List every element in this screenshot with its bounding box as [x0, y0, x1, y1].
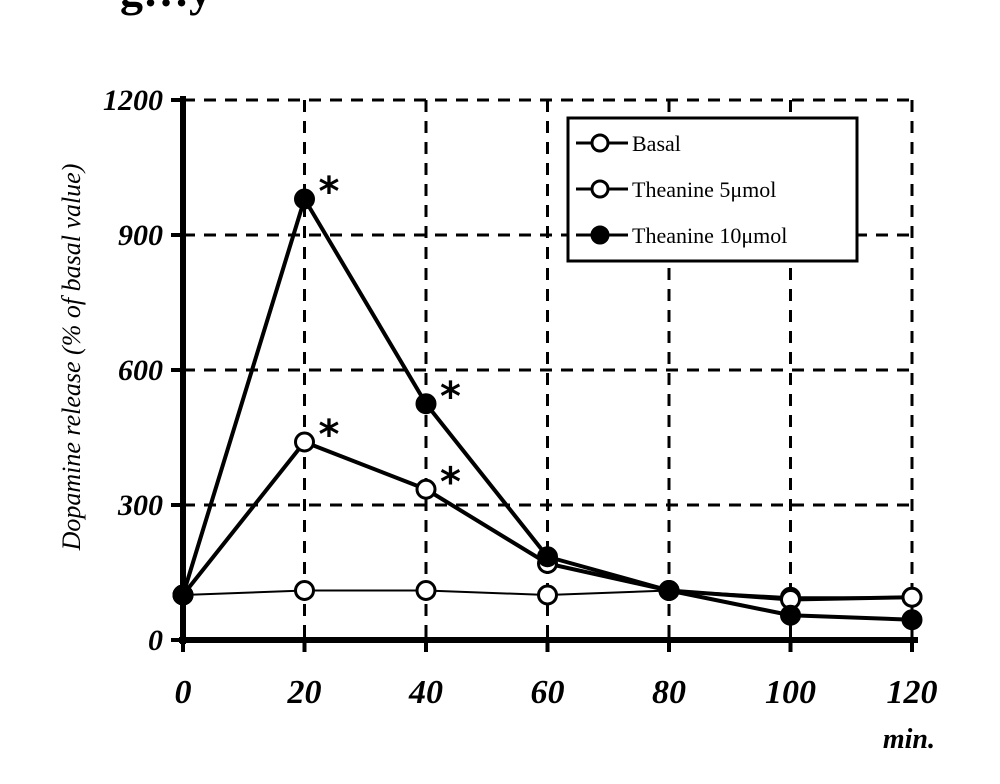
data-point-1-40 — [415, 478, 437, 500]
data-point-1-120 — [901, 586, 923, 608]
x-tick-label: 20 — [287, 674, 322, 711]
data-point-0-60 — [537, 584, 558, 606]
legend-label-2: Theanine 10μmol — [632, 223, 787, 248]
data-point-2-100 — [780, 604, 801, 626]
clipped-heading: g…y — [120, 0, 212, 16]
axes: 0 300 600 900 1200 0 20 40 60 80 100 120 — [103, 84, 938, 711]
x-tick-label: 40 — [408, 674, 443, 711]
x-tick-label: 80 — [652, 674, 686, 711]
x-tick-label: 120 — [887, 674, 938, 711]
legend-marker-1 — [590, 179, 610, 199]
significance-asterisk: * — [440, 374, 461, 420]
legend: Basal Theanine 5μmol Theanine 10μmol — [566, 116, 859, 263]
y-tick-label: 900 — [118, 219, 163, 252]
data-point-2-0 — [172, 584, 194, 606]
y-tick-label: 600 — [118, 354, 163, 387]
y-tick-label: 1200 — [103, 84, 163, 117]
x-tick-label: 0 — [175, 674, 192, 711]
x-tick-label: 60 — [531, 674, 565, 711]
data-point-2-60 — [537, 546, 558, 568]
y-axis-title: Dopamine release (% of basal value) — [57, 164, 86, 552]
axis-labels: min. Dopamine release (% of basal value) — [57, 164, 935, 755]
y-tick-label: 300 — [117, 489, 163, 522]
data-point-1-20 — [294, 431, 315, 453]
significance-markers: * * * * — [319, 169, 462, 505]
legend-label-1: Theanine 5μmol — [632, 177, 776, 202]
data-point-2-20 — [294, 188, 315, 210]
data-point-2-80 — [658, 580, 680, 601]
significance-asterisk: * — [440, 459, 461, 505]
legend-marker-2 — [590, 225, 610, 245]
series — [172, 188, 923, 631]
significance-asterisk: * — [319, 169, 340, 215]
legend-label-0: Basal — [632, 131, 681, 156]
data-point-2-120 — [901, 609, 923, 631]
data-point-0-20 — [294, 580, 315, 601]
significance-asterisk: * — [319, 412, 340, 458]
y-tick-label: 0 — [148, 624, 163, 657]
legend-marker-0 — [590, 133, 610, 153]
x-unit-label: min. — [883, 724, 935, 755]
x-tick-label: 100 — [765, 674, 816, 711]
data-point-2-40 — [415, 393, 437, 415]
data-point-0-40 — [415, 580, 437, 601]
